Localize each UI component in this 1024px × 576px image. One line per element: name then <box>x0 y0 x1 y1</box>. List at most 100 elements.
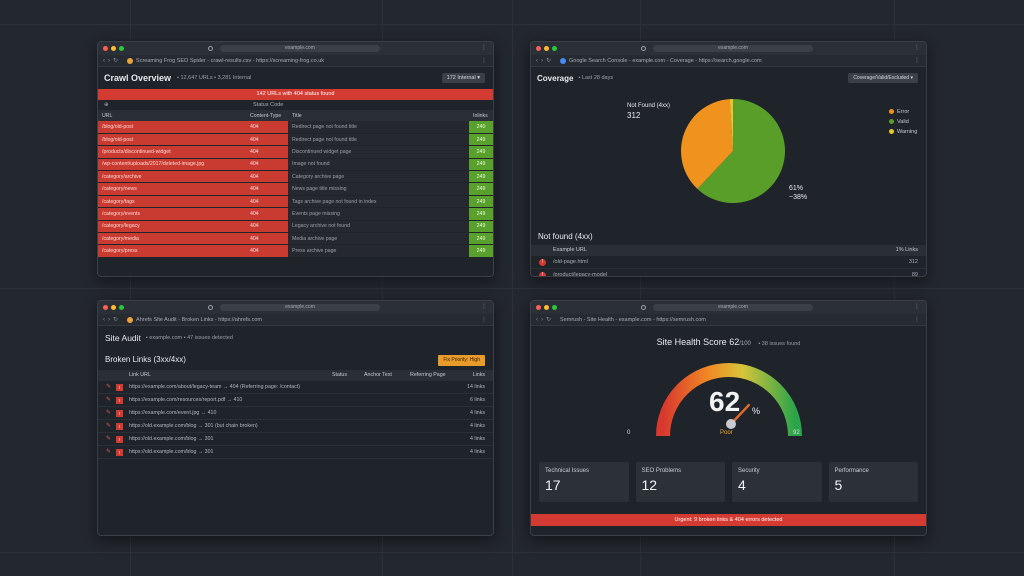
pie-callout-not-found: Not Found (4xx) 312 <box>627 102 670 120</box>
table-row[interactable]: /category/legacy 404 Legacy archive not fo… <box>98 220 493 234</box>
broken-link-count: 14 links <box>467 384 485 390</box>
tab-title[interactable]: Semrush - Site Health - example.com - ht… <box>560 316 706 323</box>
column-header[interactable]: Links <box>472 372 485 378</box>
column-header[interactable]: Title <box>288 110 469 121</box>
menu-icon[interactable]: ⋮ <box>481 45 487 51</box>
close-window-button[interactable] <box>536 305 541 310</box>
shield-icon <box>208 46 213 51</box>
pie-slice-valid[interactable] <box>697 99 785 203</box>
table-row[interactable]: /blog/old-post 404 Redirect page not found… <box>98 121 493 134</box>
fix-priority-button[interactable]: Fix Priority: High <box>438 355 485 366</box>
broken-link-url[interactable]: https://example.com/event.jpg → 410 <box>129 410 217 416</box>
table-row[interactable]: /category/events 404 Events page missing 24… <box>98 207 493 221</box>
card-technical-issues[interactable]: Technical Issues 17 <box>539 462 629 502</box>
table-row[interactable]: ✎! https://example.com/about/legacy-team … <box>98 381 493 394</box>
column-header[interactable]: Example URL <box>553 247 587 253</box>
minimize-window-button[interactable] <box>544 46 549 51</box>
column-header[interactable]: Link URL <box>129 372 151 378</box>
table-row[interactable]: /category/news 404 News page title missing… <box>98 182 493 196</box>
legend-item[interactable]: Valid <box>889 117 917 127</box>
legend-label: Warning <box>897 129 918 135</box>
legend-item[interactable]: Error <box>889 107 917 117</box>
nav-arrows-icon[interactable]: ‹›↻ <box>103 58 122 64</box>
table-row[interactable]: ✎! https://old.example.com/blog → 301 (bu… <box>98 420 493 433</box>
table-row[interactable]: /category/archive 404 Category archive pag… <box>98 170 493 184</box>
nav-arrows-icon[interactable]: ‹›↻ <box>536 317 555 323</box>
favicon-icon <box>127 316 134 323</box>
broken-link-url[interactable]: https://old.example.com/blog → 301 (but … <box>129 423 258 429</box>
table-row[interactable]: /products/discontinued-widget 404 Disconti… <box>98 145 493 159</box>
column-header[interactable]: Status <box>332 372 348 378</box>
tab-title[interactable]: Google Search Console - example.com - Co… <box>569 57 762 64</box>
card-security[interactable]: Security 4 <box>732 462 822 502</box>
address-bar[interactable]: example.com <box>653 304 813 311</box>
column-header[interactable]: Referring Page <box>410 372 446 378</box>
kebab-menu-icon[interactable]: ⋮ <box>914 58 920 64</box>
maximize-window-button[interactable] <box>119 46 124 51</box>
page-subtitle: • 38 issues found <box>758 341 801 347</box>
table-row[interactable]: ✎! https://example.com/resources/report.p… <box>98 394 493 407</box>
legend-item[interactable]: Warning <box>889 127 917 137</box>
card-seo-problems[interactable]: SEO Problems 12 <box>635 462 725 502</box>
menu-icon[interactable]: ⋮ <box>914 304 920 310</box>
minimize-window-button[interactable] <box>111 46 116 51</box>
broken-link-url[interactable]: https://example.com/about/legacy-team → … <box>129 384 301 390</box>
table-cell-ct: 404 <box>246 182 288 196</box>
edit-icon[interactable]: ✎ <box>106 410 112 416</box>
kebab-menu-icon[interactable]: ⋮ <box>481 58 487 64</box>
edit-icon[interactable]: ✎ <box>106 423 112 429</box>
edit-icon[interactable]: ✎ <box>106 449 112 455</box>
crawl-table: URL Content-Type Title Inlinks /blog/old… <box>98 110 493 258</box>
maximize-window-button[interactable] <box>119 305 124 310</box>
pie-slice-error[interactable] <box>681 99 733 189</box>
close-window-button[interactable] <box>103 46 108 51</box>
plus-icon[interactable]: ⊕ <box>104 102 109 108</box>
card-performance[interactable]: Performance 5 <box>828 462 918 502</box>
column-header[interactable]: Inlinks <box>469 110 493 121</box>
maximize-window-button[interactable] <box>552 305 557 310</box>
not-found-url: /product/legacy-model <box>553 272 608 277</box>
coverage-pie-chart <box>681 99 785 203</box>
table-row[interactable]: /category/media 404 Media archive page 249 <box>98 232 493 246</box>
kebab-menu-icon[interactable]: ⋮ <box>481 317 487 323</box>
broken-link-url[interactable]: https://old.example.com/blog → 301 <box>129 449 214 455</box>
tab-title[interactable]: Ahrefs Site Audit - Broken Links - https… <box>136 316 262 323</box>
address-bar[interactable]: example.com <box>220 304 380 311</box>
address-bar[interactable]: example.com <box>220 45 380 52</box>
maximize-window-button[interactable] <box>552 46 557 51</box>
table-row[interactable]: ✎! https://old.example.com/blog → 301 4 li… <box>98 433 493 446</box>
minimize-window-button[interactable] <box>544 305 549 310</box>
list-item[interactable]: ! /old-page.html 312 <box>531 256 926 269</box>
column-header[interactable]: Anchor Text <box>364 372 392 378</box>
kebab-menu-icon[interactable]: ⋮ <box>914 317 920 323</box>
minimize-window-button[interactable] <box>111 305 116 310</box>
table-cell-title: Tags archive page not found in index <box>288 195 469 209</box>
close-window-button[interactable] <box>103 305 108 310</box>
menu-icon[interactable]: ⋮ <box>481 304 487 310</box>
column-header[interactable]: Content-Type <box>246 110 288 121</box>
pie-slice-warning[interactable] <box>729 99 734 151</box>
coverage-dropdown[interactable]: Coverage/Valid/Excluded ▾ <box>848 73 918 83</box>
filter-dropdown[interactable]: 172 Internal ▾ <box>441 73 485 83</box>
tab-title[interactable]: Screaming Frog SEO Spider - crawl-result… <box>136 57 325 64</box>
address-bar[interactable]: example.com <box>653 45 813 52</box>
table-row[interactable]: /wp-content/uploads/2017/deleted-image.j… <box>98 158 493 172</box>
nav-arrows-icon[interactable]: ‹›↻ <box>103 317 122 323</box>
menu-icon[interactable]: ⋮ <box>914 45 920 51</box>
edit-icon[interactable]: ✎ <box>106 397 112 403</box>
table-row[interactable]: ✎! https://example.com/event.jpg → 410 4 l… <box>98 407 493 420</box>
edit-icon[interactable]: ✎ <box>106 436 112 442</box>
edit-icon[interactable]: ✎ <box>106 384 112 390</box>
table-row[interactable]: /blog/old-post 404 Redirect page not found… <box>98 133 493 147</box>
column-header[interactable]: 1% Links <box>895 247 918 253</box>
list-item[interactable]: ! /product/legacy-model 89 <box>531 269 926 277</box>
nav-arrows-icon[interactable]: ‹›↻ <box>536 58 555 64</box>
broken-link-url[interactable]: https://old.example.com/blog → 301 <box>129 436 214 442</box>
table-row[interactable]: /category/tags 404 Tags archive page not f… <box>98 195 493 209</box>
table-row[interactable]: ✎! https://old.example.com/blog → 301 4 li… <box>98 446 493 459</box>
column-header[interactable]: URL <box>98 110 246 121</box>
broken-link-url[interactable]: https://example.com/resources/report.pdf… <box>129 397 243 403</box>
close-window-button[interactable] <box>536 46 541 51</box>
table-cell-url: /category/tags <box>98 195 246 209</box>
table-row[interactable]: /category/press 404 Press archive page 249 <box>98 244 493 258</box>
